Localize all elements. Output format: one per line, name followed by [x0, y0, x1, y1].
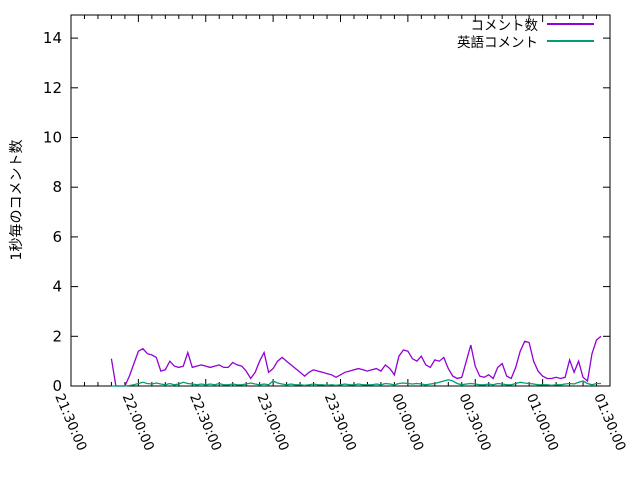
series-line-comments	[110, 335, 602, 387]
legend-entry-comments: コメント数	[457, 16, 594, 34]
y-axis-label: 1秒毎のコメント数	[9, 139, 25, 261]
legend-entry-english-comments: 英語コメント	[457, 33, 594, 51]
legend-line-english-comments-icon	[547, 39, 594, 42]
legend-label-english-comments: 英語コメント	[457, 34, 538, 51]
y-tick-label: 0	[52, 377, 62, 395]
y-tick-label: 6	[52, 228, 62, 246]
x-tick-label: 00:30:00	[456, 391, 494, 453]
legend: コメント数 英語コメント	[457, 16, 594, 51]
legend-label-comments: コメント数	[470, 17, 539, 34]
y-tick-label: 12	[43, 79, 62, 97]
x-tick-label: 01:00:00	[523, 391, 561, 453]
y-tick-label: 10	[43, 129, 62, 147]
x-tick-label: 22:00:00	[119, 391, 157, 453]
legend-line-comments-icon	[547, 22, 594, 25]
y-tick-label: 8	[52, 178, 62, 196]
y-tick-label: 4	[52, 278, 62, 296]
y-tick-label: 2	[52, 327, 62, 345]
x-tick-label: 01:30:00	[590, 391, 628, 453]
x-tick-label: 21:30:00	[51, 391, 89, 453]
x-tick-label: 00:00:00	[388, 391, 426, 453]
y-tick-label: 14	[43, 29, 62, 47]
x-tick-label: 23:30:00	[321, 391, 359, 453]
x-tick-label: 22:30:00	[186, 391, 224, 453]
plot-border	[70, 14, 611, 387]
series-line-english-comments	[111, 379, 601, 387]
x-tick-label: 23:00:00	[253, 391, 291, 453]
